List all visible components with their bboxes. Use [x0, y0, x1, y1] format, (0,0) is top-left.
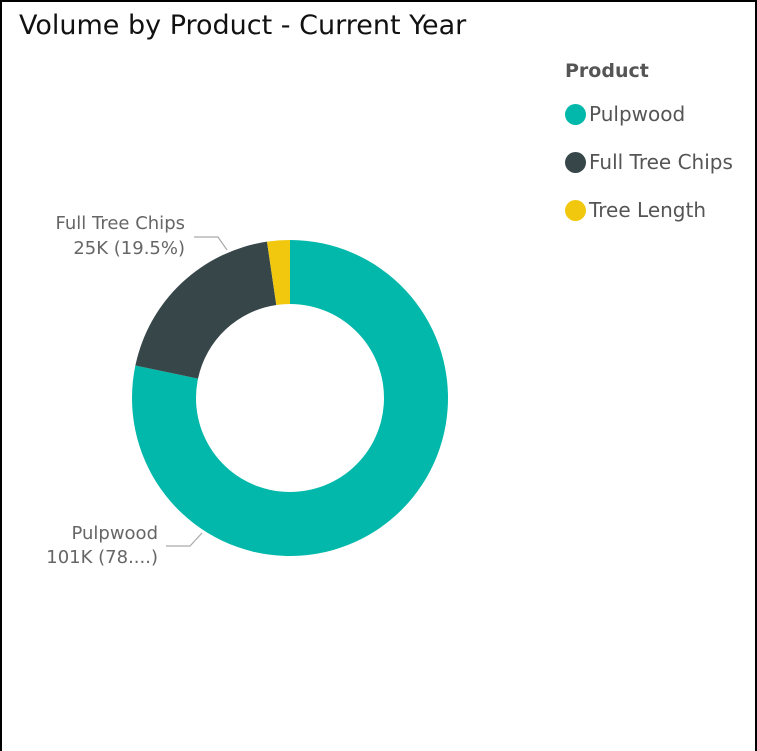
legend-item-full-tree-chips[interactable]: Full Tree Chips: [565, 138, 755, 186]
legend: Product Pulpwood Full Tree Chips Tree Le…: [565, 60, 755, 234]
legend-label: Full Tree Chips: [589, 150, 733, 174]
legend-title: Product: [565, 60, 649, 82]
leader-line-pulpwood: [166, 532, 203, 547]
data-label-pulpwood: Pulpwood 101K (78....): [46, 523, 203, 568]
legend-swatch-pulpwood: [565, 103, 586, 125]
data-label-category: Full Tree Chips: [55, 213, 185, 234]
legend-item-pulpwood[interactable]: Pulpwood: [565, 90, 755, 138]
data-label-value: 101K (78....): [46, 547, 158, 568]
donut-slice-tree-length[interactable]: [266, 240, 290, 306]
donut-slice-pulpwood[interactable]: [132, 240, 449, 556]
data-label-category: Pulpwood: [71, 523, 158, 544]
data-label-value: 25K (19.5%): [73, 238, 185, 259]
donut-slices: [132, 240, 449, 556]
legend-label: Pulpwood: [589, 102, 686, 126]
leader-line-full-tree-chips: [194, 236, 228, 251]
legend-swatch-tree-length: [565, 199, 586, 221]
donut-slice-full-tree-chips[interactable]: [135, 241, 277, 379]
legend-label: Tree Length: [589, 198, 707, 222]
chart-title: Volume by Product - Current Year: [19, 10, 467, 41]
legend-item-tree-length[interactable]: Tree Length: [565, 186, 755, 234]
legend-swatch-full-tree-chips: [565, 151, 586, 173]
data-label-full-tree-chips: Full Tree Chips 25K (19.5%): [55, 213, 228, 259]
